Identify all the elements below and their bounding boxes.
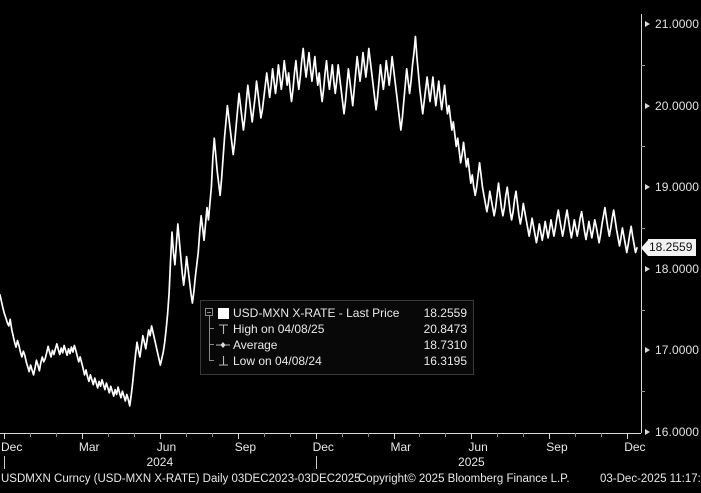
x-tick-minor: [263, 433, 265, 437]
x-axis-label: Sep: [546, 440, 568, 454]
x-axis-label: Mar: [390, 440, 412, 454]
x-year-separator: [4, 456, 5, 469]
low-tick-icon: [215, 353, 231, 369]
y-tick-arrow-icon: [645, 21, 650, 27]
x-tick-major: [471, 433, 473, 439]
x-tick-major: [393, 433, 395, 439]
y-tick-minor: [641, 146, 645, 148]
x-tick-major: [4, 433, 5, 439]
x-axis-label: Jun: [156, 440, 177, 454]
x-tick-major: [81, 433, 83, 439]
x-axis-year-label: 2024: [146, 455, 174, 469]
x-tick-minor: [107, 433, 109, 437]
x-tick-minor: [601, 433, 603, 437]
x-tick-major: [549, 433, 551, 439]
footer-copyright: Copyright© 2025 Bloomberg Finance L.P.: [358, 473, 570, 485]
legend-label-high: High on 04/08/25: [233, 322, 325, 336]
tree-branch-low: [205, 353, 215, 369]
last-price-callout[interactable]: 18.2559: [641, 239, 697, 257]
legend-row-high[interactable]: High on 04/08/25 20.8473: [205, 321, 467, 337]
y-axis-line: [641, 14, 642, 433]
y-axis-label: 18.0000: [655, 261, 700, 276]
x-axis-label: Dec: [312, 440, 334, 454]
chart-footer: USDMXN Curncy (USD-MXN X-RATE) Daily 03D…: [0, 473, 701, 493]
legend-value-average: 18.7310: [423, 338, 467, 352]
x-tick-minor: [55, 433, 57, 437]
tree-branch-average: [205, 337, 215, 353]
legend-value-low: 16.3195: [423, 354, 467, 368]
x-axis-year-label: 2025: [458, 455, 485, 469]
legend-row-average[interactable]: Average 18.7310: [205, 337, 467, 353]
legend-row-low[interactable]: Low on 04/08/24 16.3195: [205, 353, 467, 369]
tree-collapse-icon[interactable]: [205, 305, 215, 321]
x-tick-minor: [445, 433, 447, 437]
x-axis-label: Sep: [234, 440, 257, 454]
x-tick-minor: [523, 433, 525, 437]
x-tick-minor: [133, 433, 135, 437]
callout-arrow-icon: [641, 239, 648, 256]
legend-value-last-price: 18.2559: [423, 306, 467, 320]
x-axis-label: Jun: [468, 440, 488, 454]
y-tick-arrow-icon: [645, 265, 650, 272]
x-tick-minor: [211, 433, 213, 437]
last-price-value: 18.2559: [648, 239, 697, 257]
x-axis-label: Mar: [78, 440, 100, 454]
y-axis-label: 19.0000: [655, 180, 700, 195]
footer-security-description: USDMXN Curncy (USD-MXN X-RATE) Daily 03D…: [1, 473, 361, 485]
high-tick-icon: [215, 321, 231, 337]
y-tick-minor: [641, 391, 645, 393]
y-tick-arrow-icon: [645, 429, 650, 435]
legend-label-low: Low on 04/08/24: [233, 354, 322, 368]
legend-label-last-price: USD-MXN X-RATE - Last Price: [233, 306, 400, 320]
legend-label-average: Average: [233, 338, 278, 352]
y-tick-minor: [641, 228, 645, 229]
x-tick-minor: [289, 433, 291, 437]
y-axis-label: 17.0000: [655, 343, 700, 358]
x-tick-major: [627, 433, 629, 439]
x-tick-minor: [497, 433, 499, 437]
x-tick-minor: [367, 433, 369, 437]
x-axis-line: [0, 433, 641, 434]
tree-branch-high: [205, 321, 215, 337]
x-tick-major: [237, 433, 239, 439]
y-axis-label: 20.0000: [655, 98, 700, 113]
y-axis-label: 16.0000: [655, 425, 700, 439]
y-axis-label: 21.0000: [655, 17, 700, 31]
y-tick-minor: [641, 309, 645, 311]
footer-timestamp: 03-Dec-2025 11:17:47: [600, 473, 701, 485]
x-year-separator: [315, 456, 317, 469]
x-tick-minor: [575, 433, 577, 437]
x-tick-minor: [419, 433, 421, 437]
legend-value-high: 20.8473: [423, 322, 467, 336]
y-tick-arrow-icon: [645, 184, 650, 191]
x-tick-minor: [185, 433, 187, 437]
y-tick-arrow-icon: [645, 102, 650, 109]
y-tick-minor: [641, 64, 645, 66]
x-tick-major: [315, 433, 317, 439]
x-axis-label: Dec: [1, 440, 23, 454]
chart-plot-area[interactable]: [0, 0, 641, 433]
average-marker-icon: [215, 337, 231, 353]
last-price-swatch-icon: [215, 305, 231, 321]
x-axis-label: Dec: [624, 440, 646, 454]
x-tick-minor: [341, 433, 343, 437]
legend-row-last-price[interactable]: USD-MXN X-RATE - Last Price 18.2559: [205, 305, 467, 321]
x-tick-minor: [29, 433, 31, 437]
chart-legend-box[interactable]: USD-MXN X-RATE - Last Price 18.2559 High…: [200, 300, 474, 375]
price-line-series: [0, 35, 638, 407]
x-tick-major: [159, 433, 161, 439]
y-tick-arrow-icon: [645, 347, 650, 354]
